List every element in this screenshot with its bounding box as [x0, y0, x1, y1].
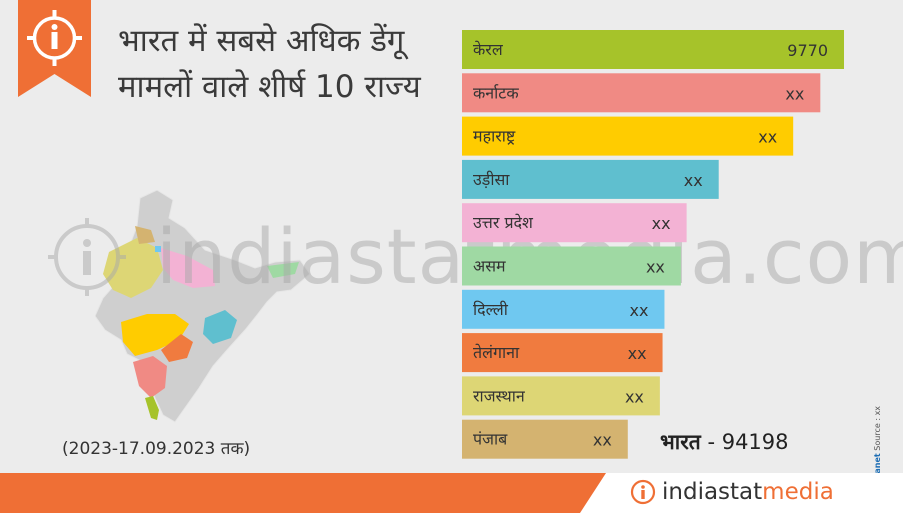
date-range: (2023-17.09.2023 तक)	[62, 439, 251, 459]
map-state-maharashtra	[121, 314, 189, 356]
map-state-kerala	[145, 396, 159, 420]
map-state-telangana	[161, 334, 193, 362]
page-title: भारत में सबसे अधिक डेंगू मामलों वाले शीर…	[118, 23, 421, 105]
info-icon	[27, 10, 82, 66]
bar-4	[462, 203, 687, 243]
total-label: भारत	[660, 430, 701, 454]
bar-label-1: कर्नाटक	[473, 83, 519, 102]
bar-value-7: xx	[628, 344, 647, 363]
bar-label-0: केरल	[473, 40, 504, 59]
bar-value-9: xx	[593, 431, 612, 450]
bar-2	[462, 116, 794, 156]
bar-label-7: तेलंगाना	[473, 343, 520, 362]
bar-label-8: राजस्थान	[473, 386, 526, 405]
footer-orange-band	[0, 473, 607, 513]
bar-value-3: xx	[684, 171, 703, 190]
bar-value-0: 9770	[787, 41, 828, 60]
bar-1	[462, 73, 821, 113]
bar-label-2: महाराष्ट्र	[473, 127, 516, 146]
bar-0	[462, 30, 844, 69]
bar-label-4: उत्तर प्रदेश	[473, 213, 534, 232]
map-state-karnataka	[133, 356, 167, 398]
footer-white-band	[580, 473, 903, 513]
india-map	[95, 190, 311, 423]
map-state-delhi	[155, 246, 161, 252]
bar-value-5: xx	[646, 258, 665, 277]
brand-info-icon	[630, 479, 656, 505]
map-state-punjab	[135, 226, 155, 244]
info-badge	[18, 0, 91, 97]
total-value: - 94198	[707, 430, 789, 454]
bar-value-6: xx	[630, 301, 649, 320]
bar-3	[462, 159, 719, 199]
bar-value-2: xx	[758, 128, 777, 147]
bar-value-1: xx	[785, 84, 804, 103]
map-state-assam	[267, 262, 299, 278]
brand-text: indiastatmedia	[662, 479, 834, 505]
bar-label-3: उड़ीसा	[473, 170, 510, 189]
source-text: Source : xx	[873, 405, 882, 451]
bar-7	[462, 333, 663, 373]
map-state-odisha	[203, 310, 237, 344]
map-state-up	[161, 248, 215, 288]
footer	[0, 473, 903, 513]
bar-label-5: असम	[473, 257, 506, 276]
bar-label-9: पंजाब	[473, 430, 508, 449]
brand-text-part2: media	[762, 479, 834, 505]
bar-label-6: दिल्ली	[473, 300, 509, 319]
bar-6	[462, 289, 665, 329]
bar-5	[462, 246, 681, 286]
bar-value-8: xx	[625, 387, 644, 406]
bar-8	[462, 376, 660, 416]
total-india: भारत - 94198	[660, 428, 789, 456]
bar-value-4: xx	[652, 214, 671, 233]
brand-logo: indiastatmedia	[630, 476, 834, 508]
brand-text-part1: indiastat	[662, 479, 763, 505]
bar-9	[462, 419, 628, 459]
